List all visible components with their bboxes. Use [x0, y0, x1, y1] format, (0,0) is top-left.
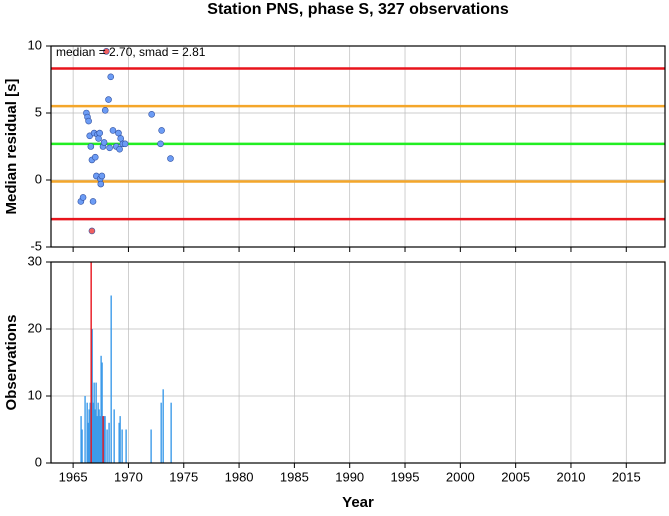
y-tick-label: 30 [28, 253, 42, 268]
x-tick-label: 2000 [446, 469, 475, 484]
bar [108, 422, 110, 463]
x-tick-label: 2010 [557, 469, 586, 484]
x-tick-label: 1995 [391, 469, 420, 484]
y-tick-label: -5 [30, 238, 42, 253]
bar [110, 295, 112, 463]
y-tick-label: 0 [35, 454, 42, 469]
y-axis-label: Median residual [s] [3, 79, 20, 215]
bar [93, 382, 95, 463]
point [89, 198, 97, 205]
x-tick-label: 1985 [280, 469, 309, 484]
y-tick-label: 10 [28, 387, 42, 402]
point [79, 194, 87, 201]
bar [91, 329, 93, 463]
bar [103, 416, 105, 463]
x-tick-label: 1980 [225, 469, 254, 484]
point [91, 153, 99, 161]
bar [84, 396, 86, 463]
bar [89, 402, 91, 463]
point [97, 180, 105, 188]
x-tick-label: 1965 [59, 469, 88, 484]
point [87, 143, 95, 150]
bar [102, 416, 104, 463]
x-tick-label: 1970 [114, 469, 143, 484]
bar [100, 355, 102, 463]
bar [96, 416, 98, 463]
point [167, 155, 174, 162]
bar [119, 416, 121, 463]
bar [160, 402, 162, 463]
bar [98, 409, 100, 463]
bar [170, 402, 172, 463]
point [121, 140, 129, 148]
point [106, 144, 113, 152]
point [85, 117, 92, 125]
bar [97, 402, 99, 463]
annotation: median = 2.70, smad = 2.81 [56, 45, 206, 59]
point [98, 172, 106, 180]
bar [95, 382, 97, 463]
bar [80, 416, 82, 463]
bar [162, 389, 164, 463]
bar [90, 262, 92, 463]
x-tick-label: 2005 [501, 469, 530, 484]
bar [101, 362, 103, 463]
y-tick-label: 5 [35, 104, 42, 119]
plot-frame [50, 45, 666, 248]
bar [106, 429, 108, 463]
point [116, 145, 123, 153]
bar [99, 416, 101, 463]
bar [121, 429, 123, 463]
point [158, 127, 165, 134]
point [157, 140, 164, 148]
point [96, 129, 103, 137]
y-tick-label: 20 [28, 320, 42, 335]
bar [87, 422, 89, 463]
x-axis-label: Year [342, 494, 374, 511]
point [148, 111, 155, 118]
point [100, 139, 108, 146]
point [101, 107, 109, 114]
y-tick-label: 0 [35, 171, 42, 186]
point [105, 96, 112, 103]
y-axis-label: Observations [3, 315, 20, 411]
y-tick-label: 10 [28, 37, 42, 52]
bar [86, 402, 88, 463]
plot-frame [50, 261, 666, 464]
point [109, 127, 117, 134]
bar [113, 409, 115, 463]
bar [88, 409, 90, 463]
point [95, 135, 102, 142]
bar [94, 409, 96, 463]
point [107, 73, 115, 81]
bar [150, 429, 152, 463]
point [103, 48, 110, 55]
x-tick-label: 1975 [169, 469, 198, 484]
bar [104, 416, 106, 463]
bar [118, 422, 120, 463]
point [88, 227, 96, 235]
x-tick-label: 1990 [335, 469, 364, 484]
bar [92, 402, 94, 463]
x-tick-label: 2015 [612, 469, 641, 484]
bar [125, 429, 127, 463]
chart-title: Station PNS, phase S, 327 observations [207, 1, 509, 18]
bar [81, 429, 83, 463]
